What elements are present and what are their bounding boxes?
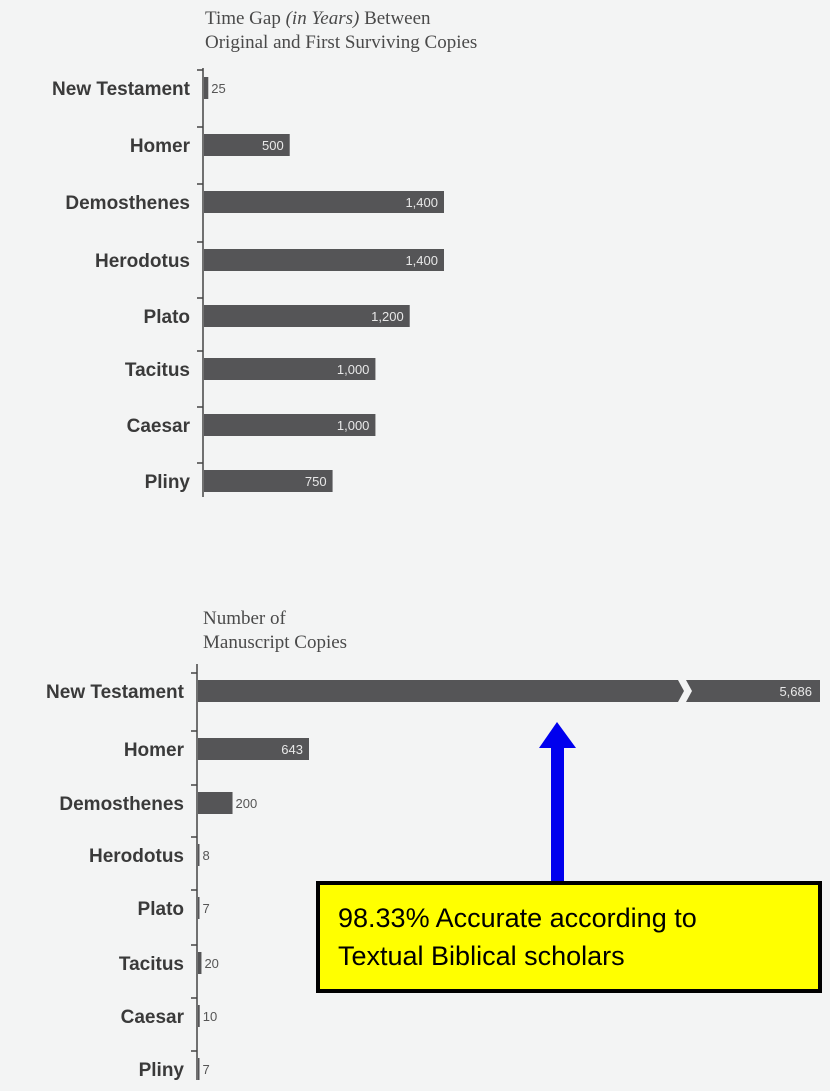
chart2-value-label: 10 [203,1009,217,1024]
chart1-category-label: New Testament [52,79,191,100]
chart1-value-label: 1,000 [337,418,370,433]
chart2-title-line2: Manuscript Copies [203,632,348,653]
chart2-bar [198,680,684,702]
chart2-category-label: Herodotus [89,846,184,867]
chart1-bar [204,77,209,99]
chart1-value-label: 1,400 [405,195,438,210]
chart1-category-label: Pliny [145,472,191,493]
chart1-category-label: Demosthenes [65,193,190,214]
chart2-category-label: Tacitus [119,954,184,975]
chart1-value-label: 1,000 [337,362,370,377]
chart2-bar [198,792,233,814]
chart2-value-label: 200 [236,796,258,811]
chart1-value-label: 1,200 [371,309,404,324]
chart1-bar [204,414,376,436]
chart2-bar [198,844,200,866]
chart2-value-label: 7 [203,1062,210,1077]
chart1-bar [204,249,444,271]
chart1-bar [204,134,290,156]
chart1-bar [204,470,333,492]
chart1-category-label: Plato [144,307,190,328]
chart1-value-label: 1,400 [405,253,438,268]
chart1-bar [204,358,376,380]
callout-text-line2: Textual Biblical scholars [338,941,625,971]
chart1-title-emph: (in Years) [285,8,360,29]
chart2-title-line1: Number of [203,608,286,629]
callout-arrow-head [539,722,576,748]
chart2-bar [198,952,202,974]
chart2-category-label: Demosthenes [59,794,184,815]
chart1-value-label: 500 [262,138,284,153]
chart2-value-label: 643 [281,742,303,757]
chart2-value-label: 7 [203,901,210,916]
chart2-value-label: 5,686 [779,684,812,699]
chart1-title: Time Gap (in Years) Between Original and… [205,7,477,55]
chart2-category-label: Caesar [121,1007,185,1028]
callout-text-line1: 98.33% Accurate according to [338,903,697,933]
chart2-category-label: Plato [138,899,184,920]
chart1-value-label: 25 [211,81,225,96]
chart2-bar [198,897,200,919]
chart1-title-line2: Original and First Surviving Copies [205,32,478,53]
callout-box: 98.33% Accurate according to Textual Bib… [316,881,822,993]
chart1-category-label: Homer [130,136,191,157]
chart2-value-label: 8 [203,848,210,863]
chart2-category-label: Pliny [139,1060,185,1081]
callout-arrow-shaft [551,744,564,884]
chart1-title-post: Between [359,8,431,29]
chart1-bar [204,305,410,327]
chart2-bar [198,1005,200,1027]
chart1-title-pre: Time Gap [205,8,286,29]
chart1-category-label: Herodotus [95,251,190,272]
chart1-category-label: Caesar [127,416,191,437]
chart1-value-label: 750 [305,474,327,489]
chart2-category-label: Homer [124,740,185,761]
chart2-title: Number of Manuscript Copies [203,607,347,655]
chart2-category-label: New Testament [46,682,185,703]
chart1-bar [204,191,444,213]
chart2-bar-continuation [686,680,820,702]
chart2-value-label: 20 [204,956,218,971]
chart2-bar [198,738,309,760]
chart2-bar [198,1058,200,1080]
chart1-category-label: Tacitus [125,360,190,381]
